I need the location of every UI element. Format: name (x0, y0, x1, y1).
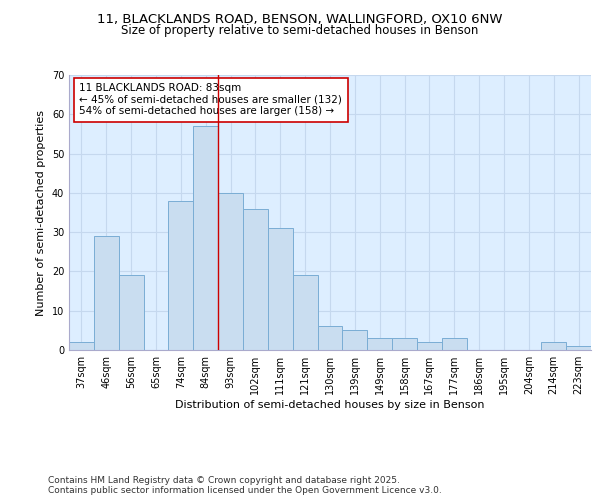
Bar (69, 342, 94, 350)
Text: Contains HM Land Registry data © Crown copyright and database right 2025.
Contai: Contains HM Land Registry data © Crown c… (48, 476, 442, 495)
Bar (392, 338, 417, 350)
Text: Size of property relative to semi-detached houses in Benson: Size of property relative to semi-detach… (121, 24, 479, 37)
Bar (541, 342, 566, 350)
Bar (442, 338, 467, 350)
Bar (94, 236, 119, 350)
Bar (243, 208, 268, 350)
Bar (317, 326, 343, 350)
Bar (367, 338, 392, 350)
Bar (268, 228, 293, 350)
Bar (343, 330, 367, 350)
Bar (293, 276, 317, 350)
Bar (218, 193, 243, 350)
Bar (169, 200, 193, 350)
Bar (566, 346, 591, 350)
Y-axis label: Number of semi-detached properties: Number of semi-detached properties (36, 110, 46, 316)
Bar (193, 126, 218, 350)
Text: 11, BLACKLANDS ROAD, BENSON, WALLINGFORD, OX10 6NW: 11, BLACKLANDS ROAD, BENSON, WALLINGFORD… (97, 12, 503, 26)
Text: 11 BLACKLANDS ROAD: 83sqm
← 45% of semi-detached houses are smaller (132)
54% of: 11 BLACKLANDS ROAD: 83sqm ← 45% of semi-… (79, 83, 343, 116)
Bar (417, 342, 442, 350)
Bar (119, 276, 143, 350)
X-axis label: Distribution of semi-detached houses by size in Benson: Distribution of semi-detached houses by … (175, 400, 485, 410)
